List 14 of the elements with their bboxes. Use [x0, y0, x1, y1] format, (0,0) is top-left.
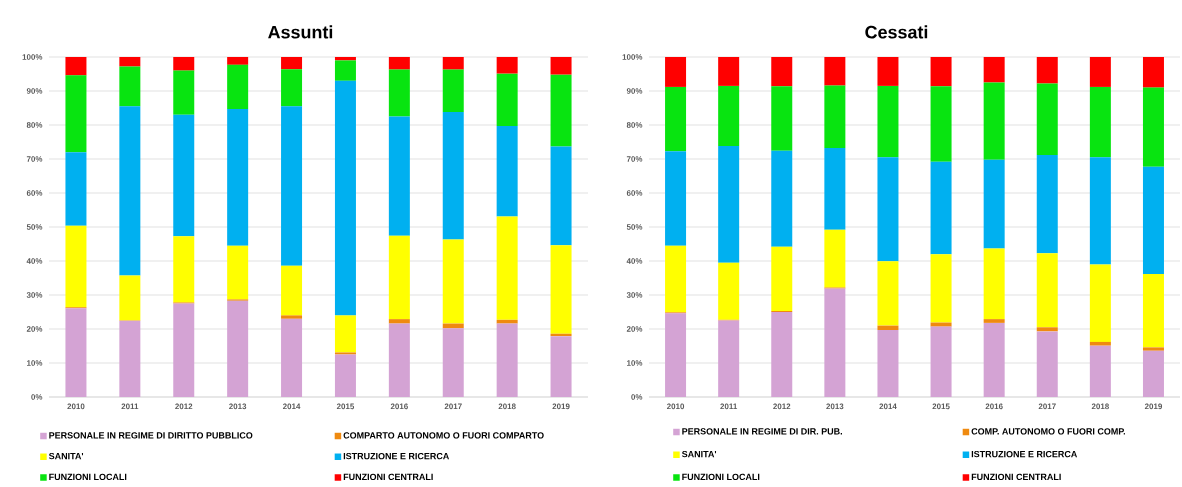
- legend-label: FUNZIONI LOCALI: [49, 473, 127, 481]
- legend-label: FUNZIONI CENTRALI: [343, 473, 433, 481]
- chart-title: Assunti: [268, 25, 333, 39]
- legend-label: PERSONALE IN REGIME DI DIRITTO PUBBLICO: [49, 432, 253, 439]
- legend-label: FUNZIONI LOCALI: [682, 473, 760, 481]
- legend-label: ISTRUZIONE E RICERCA: [971, 450, 1078, 458]
- legend-label: SANITA': [48, 452, 84, 460]
- legend-label: PERSONALE IN REGIME DI DIR. PUB.: [682, 428, 842, 435]
- legend-label: SANITA': [681, 450, 717, 458]
- legend-label: FUNZIONI CENTRALI: [971, 473, 1061, 481]
- legend-label: COMP. AUTONOMO O FUORI COMP.: [971, 428, 1126, 435]
- legend-label: ISTRUZIONE E RICERCA: [343, 452, 450, 460]
- chart-title: Cessati: [865, 25, 928, 39]
- legend-label: COMPARTO AUTONOMO O FUORI COMPARTO: [343, 432, 544, 439]
